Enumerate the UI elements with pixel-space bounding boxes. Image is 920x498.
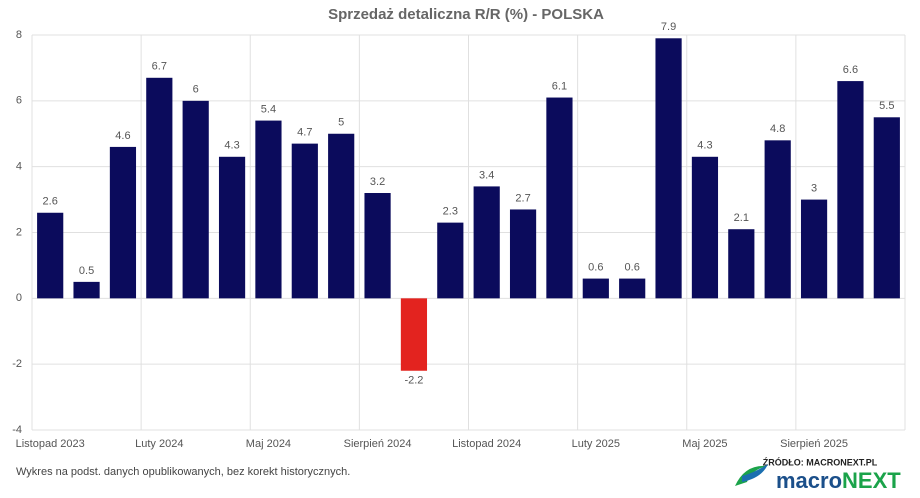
value-label: -2.2 — [404, 375, 423, 387]
value-label: 4.8 — [770, 123, 785, 135]
logo-icon — [742, 464, 768, 482]
logo-part: NEXT — [842, 468, 901, 493]
x-tick-label: Luty 2024 — [135, 438, 183, 450]
logo: macroNEXT — [735, 464, 901, 493]
bar — [655, 38, 682, 299]
value-label: 2.1 — [734, 212, 749, 224]
x-tick-label: Sierpień 2025 — [780, 438, 848, 450]
bar — [291, 143, 318, 299]
x-tick-label: Sierpień 2024 — [344, 438, 412, 450]
y-tick-label: -2 — [12, 358, 22, 370]
bar — [109, 146, 137, 299]
bar — [728, 229, 755, 299]
value-label: 6.7 — [152, 61, 167, 73]
value-label: 0.6 — [588, 261, 603, 273]
bar — [73, 281, 100, 299]
y-tick-label: 2 — [16, 226, 22, 238]
bar — [400, 298, 428, 371]
source: ŹRÓDŁO: MACRONEXT.PL — [763, 456, 878, 467]
value-label: 4.3 — [697, 140, 712, 152]
value-label: 3.4 — [479, 169, 494, 181]
bar — [619, 278, 646, 299]
value-label: 0.5 — [79, 265, 94, 277]
bar — [509, 209, 537, 299]
bar — [437, 222, 464, 299]
x-tick-label: Luty 2025 — [572, 438, 620, 450]
x-tick-label: Maj 2025 — [682, 438, 727, 450]
bar — [546, 97, 573, 299]
value-label: 5 — [338, 117, 344, 129]
bar — [328, 133, 355, 299]
bar — [364, 193, 391, 299]
value-label: 7.9 — [661, 21, 676, 33]
value-label: 2.7 — [515, 192, 530, 204]
value-label: 6.6 — [843, 64, 858, 76]
bar — [37, 212, 64, 299]
bar — [837, 81, 864, 299]
y-tick-label: -4 — [12, 424, 22, 436]
y-tick-label: 0 — [16, 292, 22, 304]
bar — [873, 117, 900, 299]
value-label: 4.7 — [297, 127, 312, 139]
value-label: 0.6 — [625, 261, 640, 273]
bar — [473, 186, 500, 299]
value-label: 5.4 — [261, 103, 276, 115]
logo-part: macro — [776, 468, 842, 493]
value-label: 6 — [193, 84, 199, 96]
bar — [800, 199, 828, 299]
x-tick-label: Listopad 2024 — [452, 438, 521, 450]
bar — [218, 156, 246, 299]
bar — [764, 140, 791, 299]
bar — [182, 100, 209, 299]
value-label: 2.6 — [43, 196, 58, 208]
chart-title: Sprzedaż detaliczna R/R (%) - POLSKA — [328, 6, 604, 23]
value-label: 4.3 — [224, 140, 239, 152]
value-label: 5.5 — [879, 100, 894, 112]
value-label: 3.2 — [370, 176, 385, 188]
logo-text: macroNEXT — [776, 468, 901, 493]
value-label: 2.3 — [443, 206, 458, 218]
bar — [146, 77, 173, 299]
x-tick-label: Maj 2024 — [246, 438, 291, 450]
x-tick-label: Listopad 2023 — [16, 438, 85, 450]
value-label: 6.1 — [552, 80, 567, 92]
bar — [691, 156, 719, 299]
value-label: 4.6 — [115, 130, 130, 142]
bar — [255, 120, 282, 299]
value-label: 3 — [811, 182, 817, 194]
footnote: Wykres na podst. danych opublikowanych, … — [16, 466, 350, 478]
y-tick-label: 8 — [16, 29, 22, 41]
y-tick-label: 6 — [16, 95, 22, 107]
bar — [582, 278, 609, 299]
y-tick-label: 4 — [16, 161, 22, 173]
